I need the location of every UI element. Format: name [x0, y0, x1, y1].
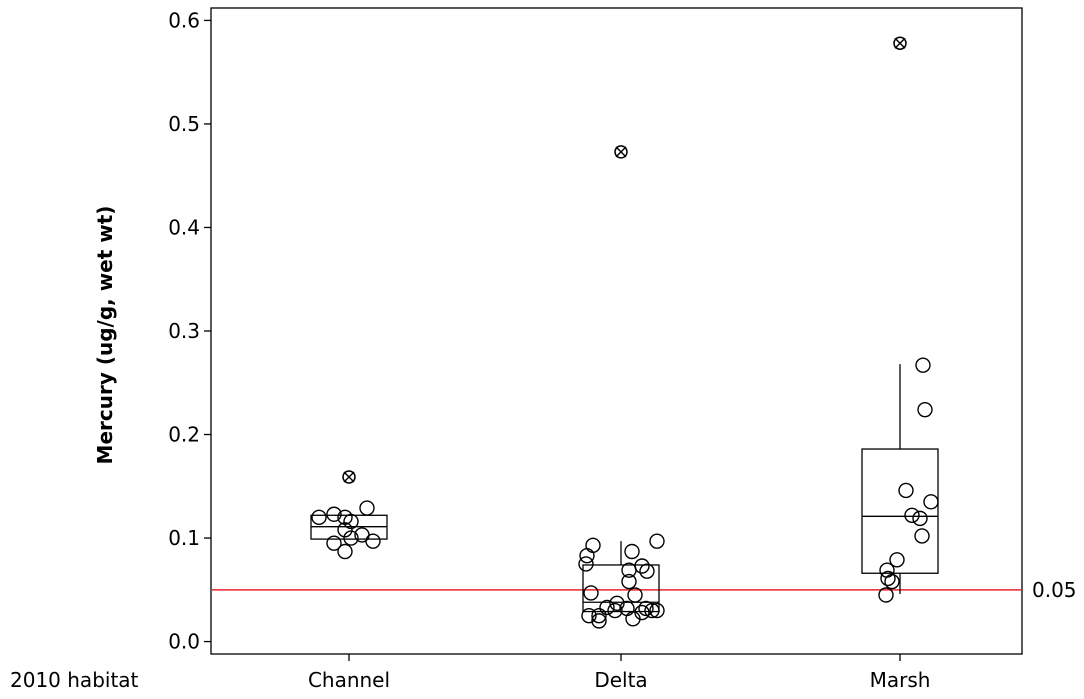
data-point — [591, 607, 607, 624]
data-point — [912, 510, 928, 527]
data-point — [583, 585, 599, 601]
outlier-circle — [614, 145, 628, 159]
data-point — [607, 602, 623, 619]
box-delta — [582, 145, 660, 613]
y-tick-label: 0.5 — [168, 112, 200, 136]
outlier-cross-b — [894, 37, 906, 49]
data-point — [639, 563, 655, 579]
data-point — [917, 401, 933, 418]
outlier-point — [614, 145, 628, 159]
data-point — [585, 537, 601, 553]
box-marsh — [861, 36, 939, 594]
data-point — [914, 528, 930, 544]
outlier-circle — [893, 36, 907, 50]
data-point — [609, 595, 625, 611]
data-point — [898, 482, 914, 499]
data-point — [365, 533, 381, 549]
data-point — [621, 562, 637, 578]
outlier-circle — [342, 470, 356, 484]
data-point — [343, 530, 359, 546]
data-point — [649, 602, 665, 619]
data-point — [904, 507, 920, 523]
data-point — [624, 543, 640, 560]
data-point — [638, 600, 654, 617]
y-axis-label: Mercury (ug/g, wet wt) — [93, 206, 117, 465]
x-tick-label-marsh: Marsh — [870, 668, 931, 692]
x-axis-caption: 2010 habitat — [10, 668, 139, 692]
data-point — [923, 494, 939, 510]
data-point — [621, 573, 637, 590]
data-point — [326, 506, 342, 522]
box-iqr — [861, 448, 939, 574]
data-point — [878, 587, 894, 603]
outlier-point — [893, 36, 907, 50]
data-point — [581, 607, 597, 624]
data-point — [591, 613, 607, 629]
plot-frame — [210, 7, 1023, 655]
x-tick-label-channel: Channel — [308, 668, 390, 692]
data-point — [311, 509, 327, 526]
outlier-cross-b — [615, 146, 627, 158]
data-point — [337, 543, 353, 560]
plot-layer: 0.0 0.1 0.2 0.3 0.4 0.5 0.6 Channel Delta Marsh 0.… — [168, 7, 1077, 692]
data-point — [880, 570, 896, 587]
data-point — [599, 599, 615, 616]
data-point — [915, 357, 931, 373]
data-point — [359, 500, 375, 516]
data-point — [649, 533, 665, 549]
reference-line-label: 0.05 — [1032, 578, 1077, 602]
data-point — [578, 556, 594, 572]
data-point — [889, 552, 905, 568]
data-point — [884, 573, 900, 590]
y-tick-label: 0.4 — [168, 215, 200, 239]
outlier-cross-b — [343, 471, 355, 483]
data-point — [627, 587, 643, 603]
y-tick-label: 0.0 — [168, 630, 200, 654]
data-point — [343, 513, 359, 530]
y-tick-label: 0.2 — [168, 423, 200, 447]
y-tick-label: 0.6 — [168, 8, 200, 32]
x-tick-label-delta: Delta — [594, 668, 647, 692]
data-point — [634, 604, 650, 621]
y-tick-label: 0.3 — [168, 319, 200, 343]
data-point — [579, 547, 595, 564]
outlier-point — [342, 470, 356, 484]
data-point — [326, 535, 342, 551]
data-point — [337, 522, 353, 538]
y-tick-label: 0.1 — [168, 526, 200, 550]
data-point — [644, 602, 660, 619]
